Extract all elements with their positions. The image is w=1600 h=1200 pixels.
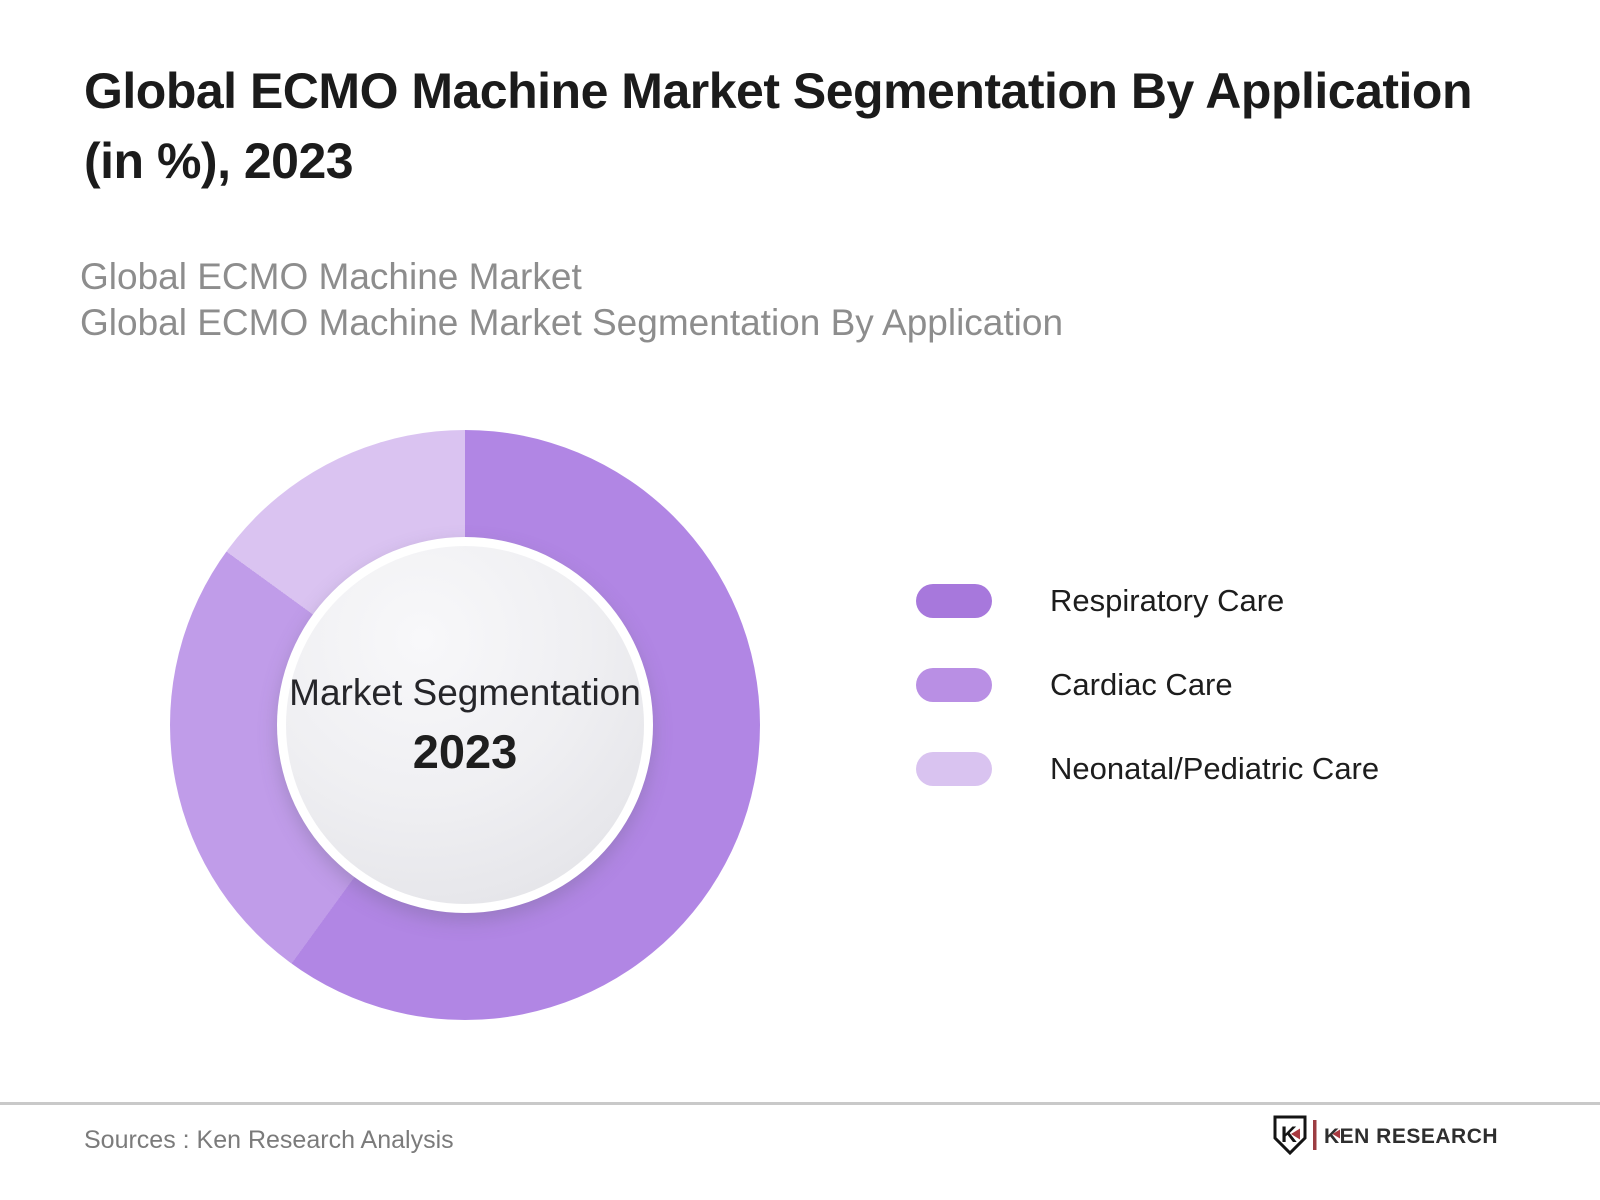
chart-legend: Respiratory Care Cardiac Care Neonatal/P… xyxy=(916,583,1380,836)
chart-subtitle-line-1: Global ECMO Machine Market xyxy=(80,256,582,297)
donut-center-year: 2023 xyxy=(412,724,518,778)
logo-separator-bar xyxy=(1313,1120,1317,1150)
footer-divider xyxy=(0,1102,1600,1105)
legend-item-cardiac-care: Cardiac Care xyxy=(916,667,1379,702)
legend-swatch xyxy=(916,668,992,702)
wordmark-k-accent xyxy=(1332,1129,1340,1139)
page-title: Global ECMO Machine Market Segmentation … xyxy=(84,56,1473,196)
legend-label: Cardiac Care xyxy=(1050,667,1233,702)
legend-item-neonatal-pediatric-care: Neonatal/Pediatric Care xyxy=(916,751,1380,786)
sources-note: Sources : Ken Research Analysis xyxy=(84,1126,454,1154)
page-title-line-1: Global ECMO Machine Market Segmentation … xyxy=(84,63,1473,119)
donut-chart: Market Segmentation 2023 xyxy=(170,430,760,1020)
legend-swatch xyxy=(916,584,992,618)
legend-label: Neonatal/Pediatric Care xyxy=(1050,751,1380,786)
ken-research-logo-graphic: K KEN RESEARCH xyxy=(1273,1115,1498,1156)
donut-center-label: Market Segmentation xyxy=(289,671,641,713)
legend-item-respiratory-care: Respiratory Care xyxy=(916,583,1379,618)
svg-text:K: K xyxy=(1281,1122,1297,1147)
brand-wordmark: KEN RESEARCH xyxy=(1324,1125,1498,1148)
chart-subtitle: Global ECMO Machine Market Global ECMO M… xyxy=(80,254,1063,346)
donut-center: Market Segmentation 2023 xyxy=(286,546,644,904)
ken-research-shield-icon: K xyxy=(1273,1115,1307,1156)
legend-swatch xyxy=(916,752,992,786)
page-title-line-2: (in %), 2023 xyxy=(84,133,354,189)
chart-subtitle-line-2: Global ECMO Machine Market Segmentation … xyxy=(80,302,1064,343)
ken-research-logo: K KEN RESEARCH xyxy=(1272,1114,1520,1163)
legend-label: Respiratory Care xyxy=(1050,583,1285,618)
